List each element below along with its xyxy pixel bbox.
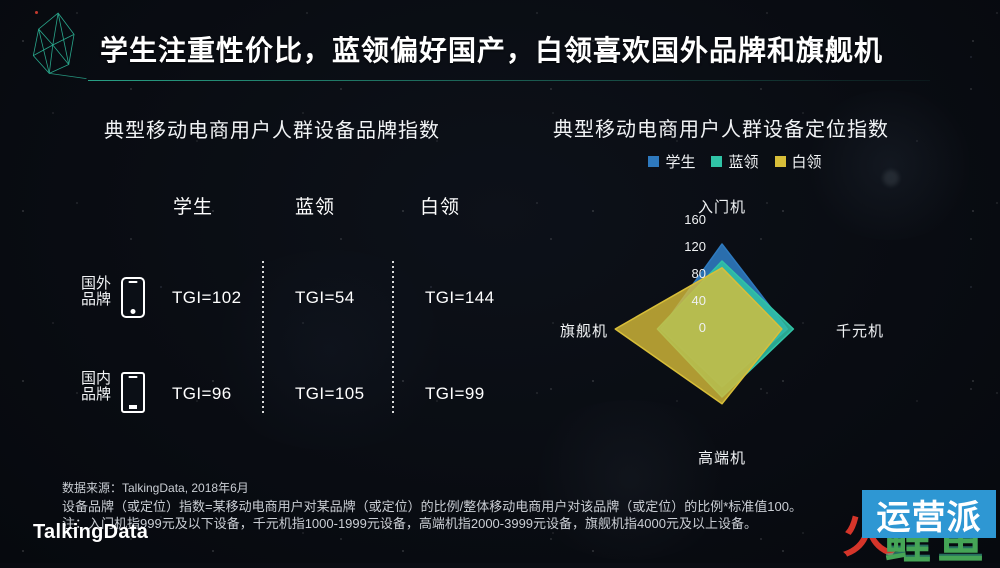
phone-speaker bbox=[128, 281, 138, 283]
talkingdata-logo: TalkingData bbox=[33, 521, 149, 543]
red-dot-accent bbox=[35, 11, 38, 14]
row-label-line: 国外 bbox=[80, 275, 111, 292]
background-glow bbox=[200, 250, 460, 450]
radar-tick-0: 0 bbox=[698, 320, 706, 335]
domestic-brand-phone-icon bbox=[121, 372, 145, 413]
phone-home-button bbox=[130, 309, 136, 314]
background-blob bbox=[883, 170, 899, 186]
tgi-value: TGI=99 bbox=[425, 384, 485, 403]
legend-swatch-students bbox=[648, 156, 660, 167]
legend-swatch-white-collar bbox=[774, 156, 786, 167]
radar-legend: 学生 蓝领 白领 bbox=[545, 151, 925, 172]
radar-tick-120: 120 bbox=[684, 239, 706, 254]
column-header-white-collar: 白领 bbox=[419, 197, 460, 218]
dotted-column-divider bbox=[262, 261, 264, 413]
radar-series-2 bbox=[614, 267, 783, 405]
row-label-domestic-brand: 国内 品牌 bbox=[74, 371, 118, 403]
column-header-students: 学生 bbox=[172, 197, 213, 218]
price-band-note: 注：入门机指999元及以下设备，千元机指1000-1999元设备，高端机指200… bbox=[62, 516, 757, 531]
brand-index-title: 典型移动电商用户人群设备品牌指数 bbox=[104, 120, 440, 142]
radar-axis-entry-level: 入门机 bbox=[697, 199, 746, 216]
tgi-value: TGI=96 bbox=[172, 384, 232, 403]
legend-item-students: 学生 bbox=[648, 151, 695, 172]
row-label-line: 国内 bbox=[80, 370, 111, 387]
tgi-value: TGI=102 bbox=[172, 288, 242, 307]
phone-home-button bbox=[129, 405, 137, 409]
radar-axis-high-end: 高端机 bbox=[697, 450, 746, 467]
radar-axis-flagship: 旗舰机 bbox=[559, 323, 608, 340]
row-label-line: 品牌 bbox=[80, 386, 111, 403]
title-underline bbox=[88, 80, 930, 81]
legend-label: 蓝领 bbox=[728, 154, 759, 171]
legend-swatch-blue-collar bbox=[711, 156, 723, 167]
radar-tick-160: 160 bbox=[684, 212, 706, 227]
slide-title: 学生注重性价比，蓝领偏好国产，白领喜欢国外品牌和旗舰机 bbox=[100, 35, 884, 66]
position-index-title: 典型移动电商用户人群设备定位指数 bbox=[553, 119, 889, 141]
background-glow bbox=[520, 400, 740, 560]
row-label-line: 品牌 bbox=[80, 291, 111, 308]
index-definition-note: 设备品牌（或定位）指数=某移动电商用户对某品牌（或定位）的比例/整体移动电商用户… bbox=[62, 499, 802, 514]
legend-item-white-collar: 白领 bbox=[774, 151, 822, 172]
foreign-brand-phone-icon bbox=[121, 277, 145, 318]
watermark-blue-box: 运营派 bbox=[862, 490, 996, 538]
legend-label: 白领 bbox=[791, 154, 822, 171]
watermark-box-text: 运营派 bbox=[876, 498, 982, 537]
row-label-foreign-brand: 国外 品牌 bbox=[74, 276, 118, 308]
tgi-value: TGI=54 bbox=[295, 288, 355, 307]
column-header-blue-collar: 蓝领 bbox=[294, 197, 335, 218]
radar-tick-80: 80 bbox=[691, 266, 706, 281]
tgi-value: TGI=105 bbox=[295, 384, 365, 403]
legend-item-blue-collar: 蓝领 bbox=[711, 151, 759, 172]
legend-label: 学生 bbox=[665, 154, 696, 171]
phone-speaker bbox=[128, 376, 138, 378]
dotted-column-divider bbox=[392, 261, 394, 413]
radar-tick-40: 40 bbox=[691, 293, 706, 308]
radar-axis-thousand-yuan: 千元机 bbox=[836, 323, 885, 340]
crystal-wireframe-logo bbox=[32, 12, 87, 80]
tgi-value: TGI=144 bbox=[425, 288, 495, 307]
data-source-note: 数据来源：TalkingData, 2018年6月 bbox=[62, 481, 249, 495]
